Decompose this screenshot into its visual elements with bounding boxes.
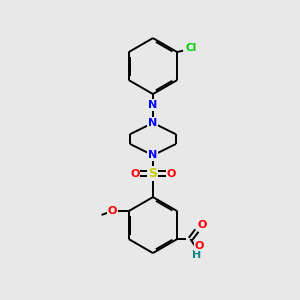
Text: O: O	[130, 169, 140, 178]
Text: Cl: Cl	[185, 43, 197, 53]
Text: N: N	[148, 100, 158, 110]
Text: H: H	[192, 250, 202, 260]
Text: O: O	[195, 241, 204, 250]
Text: O: O	[167, 169, 176, 178]
Text: S: S	[148, 167, 158, 180]
Text: O: O	[197, 220, 207, 230]
Text: O: O	[108, 206, 117, 216]
Text: N: N	[148, 118, 158, 128]
Text: N: N	[148, 150, 158, 160]
